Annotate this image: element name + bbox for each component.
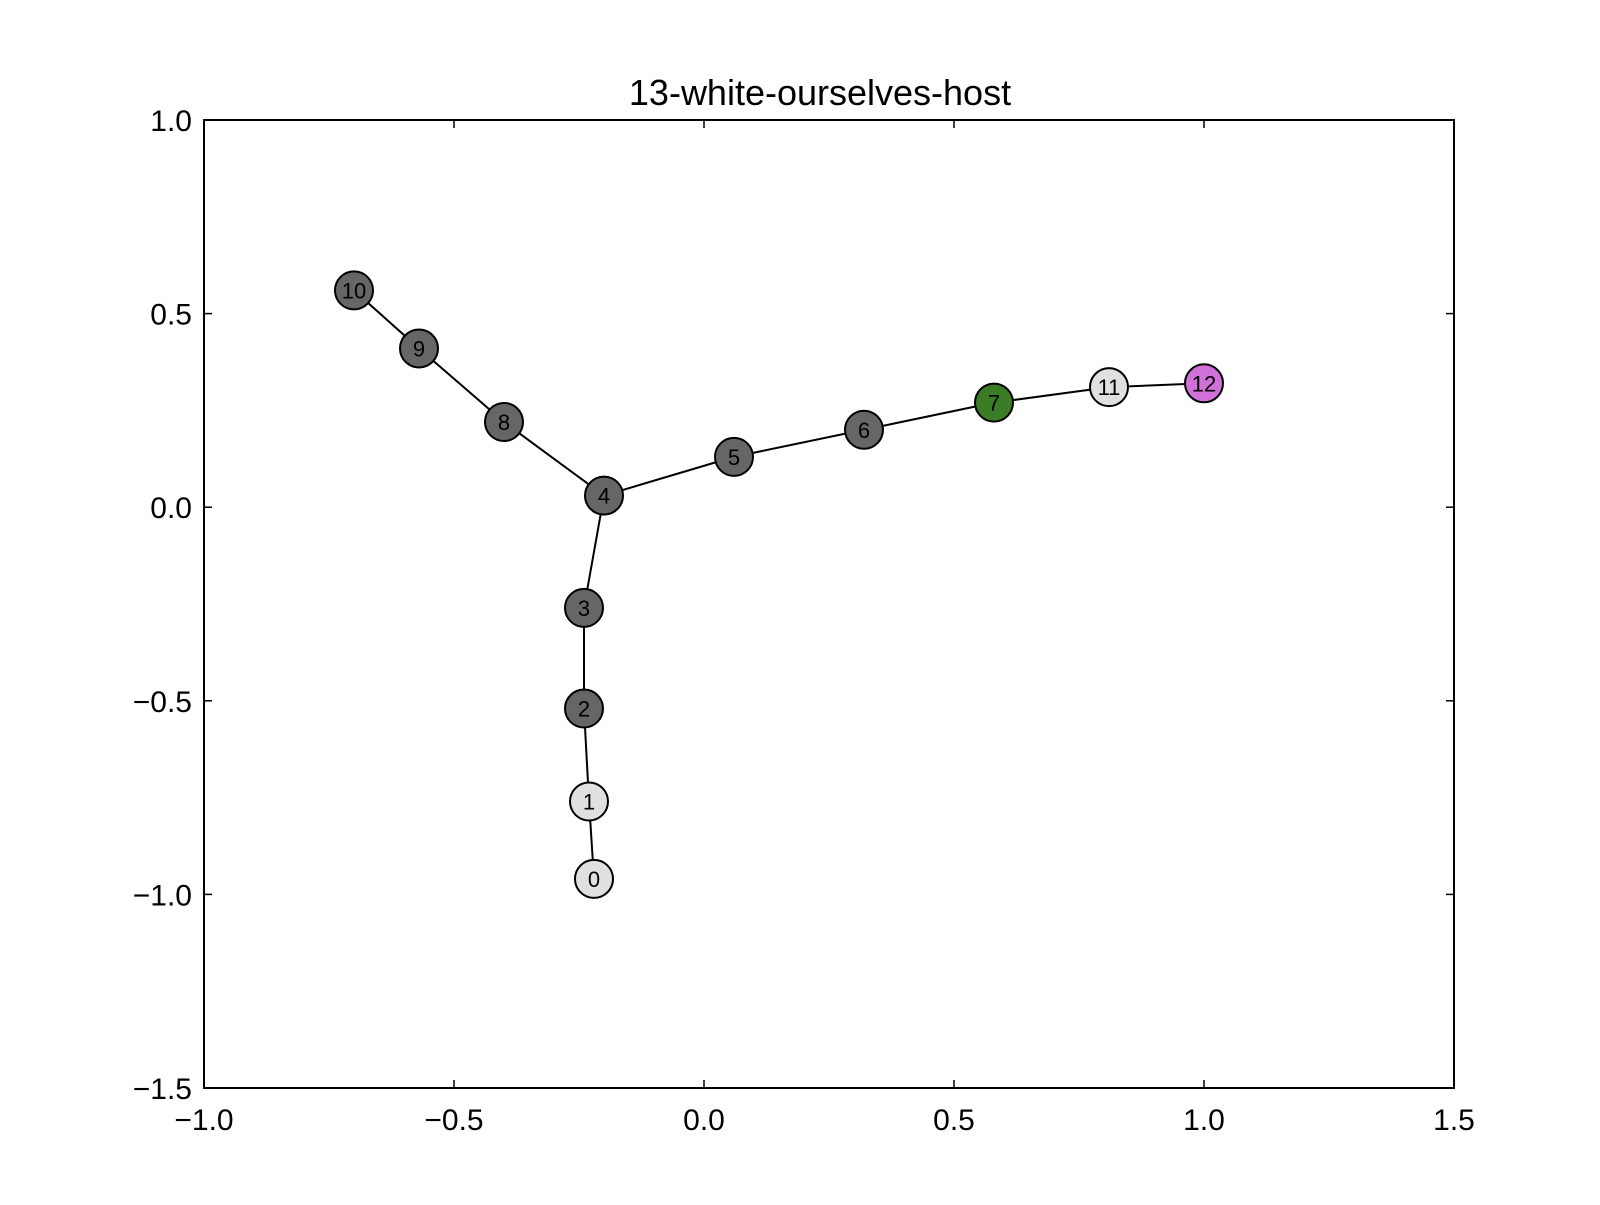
node-circle [399,328,439,369]
x-tick-label: −1.0 [174,1104,233,1137]
node-circle [844,409,884,450]
node-circle [334,270,374,311]
node-circle [574,858,614,899]
node-label: 7 [988,391,1000,416]
node-4: 4 [584,475,624,516]
node-circle [564,688,604,729]
chart-title: 13-white-ourselves-host [629,72,1011,113]
node-label: 1 [583,789,595,814]
node-label: 5 [728,445,740,470]
edge-4-8 [503,421,605,497]
node-0: 0 [574,858,614,899]
node-1: 1 [569,781,609,822]
y-tick-label: −0.5 [133,686,192,719]
node-label: 10 [342,278,366,303]
node-7: 7 [974,382,1014,423]
plot-frame [203,119,1455,1089]
x-tick-label: 1.5 [1433,1104,1475,1137]
y-tick-label: 0.5 [150,299,192,332]
edges-layer [353,289,1205,879]
node-label: 2 [578,697,590,722]
node-12: 12 [1184,363,1224,404]
node-circle [1089,367,1129,408]
node-5: 5 [714,436,754,477]
node-circle [584,475,624,516]
node-label: 3 [578,596,590,621]
y-tick-label: 1.0 [150,105,192,138]
node-10: 10 [334,270,374,311]
node-label: 4 [598,484,610,509]
node-circle [714,436,754,477]
x-tick-label: 1.0 [1183,1104,1225,1137]
node-label: 0 [588,867,600,892]
node-label: 12 [1192,371,1216,396]
x-tick-label: 0.5 [933,1104,975,1137]
node-circle [569,781,609,822]
node-circle [974,382,1014,423]
node-3: 3 [564,587,604,628]
edge-5-6 [733,428,865,458]
node-2: 2 [564,688,604,729]
ticks-layer: −1.0 −0.5 0.0 0.5 1.0 1.5−1.5−1.0−0.50.00.51.… [133,105,1475,1137]
node-label: 11 [1098,375,1121,400]
x-tick-label: 0.0 [683,1104,725,1137]
node-6: 6 [844,409,884,450]
y-tick-label: −1.5 [133,1073,192,1106]
y-tick-label: 0.0 [150,492,192,525]
x-tick-label: −0.5 [424,1104,483,1137]
node-label: 8 [498,410,510,435]
node-label: 9 [413,336,425,361]
y-tick-label: −1.0 [133,879,192,912]
edge-4-5 [603,455,735,497]
node-8: 8 [484,402,524,443]
node-circle [484,402,524,443]
node-9: 9 [399,328,439,369]
node-11: 11 [1089,367,1129,408]
edge-6-7 [863,401,995,431]
node-circle [564,587,604,628]
node-label: 6 [858,418,870,443]
node-circle [1184,363,1224,404]
